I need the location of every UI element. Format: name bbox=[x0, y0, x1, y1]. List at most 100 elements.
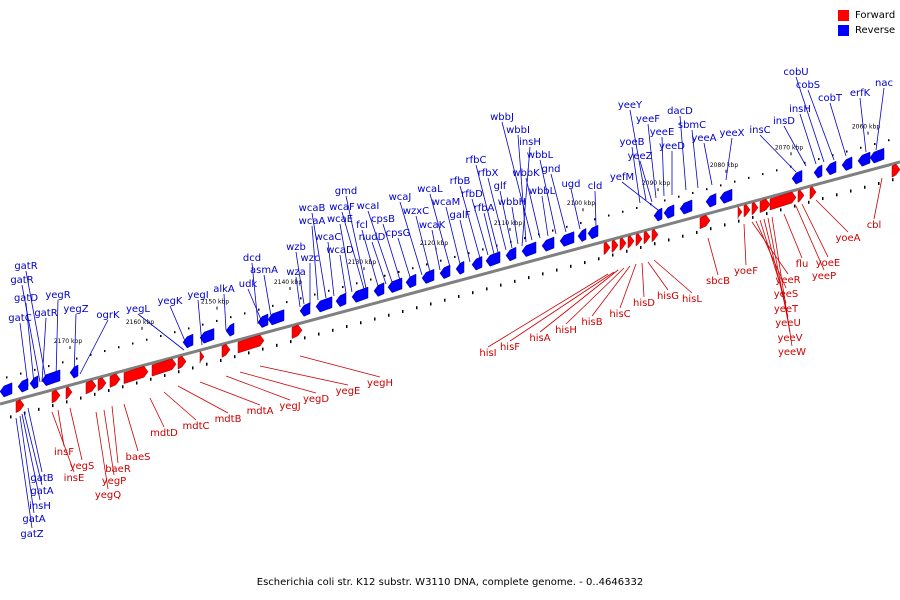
reverse-gene-label[interactable]: yegR bbox=[45, 290, 70, 301]
reverse-gene-label[interactable]: yeeX bbox=[719, 128, 744, 139]
forward-gene-block[interactable] bbox=[651, 228, 659, 243]
reverse-gene-label[interactable]: wcaB bbox=[299, 203, 326, 214]
reverse-gene-block[interactable] bbox=[257, 313, 269, 328]
forward-gene-label[interactable]: yeeS bbox=[774, 289, 799, 300]
reverse-gene-label[interactable]: wzxC bbox=[403, 206, 429, 217]
reverse-gene-label[interactable]: gatC bbox=[8, 313, 31, 324]
reverse-gene-label[interactable]: gatR bbox=[34, 308, 57, 319]
forward-gene-label[interactable]: mdtA bbox=[247, 406, 274, 417]
reverse-gene-label[interactable]: wbbH bbox=[498, 197, 526, 208]
reverse-gene-label[interactable]: nac bbox=[875, 78, 893, 89]
reverse-gene-label[interactable]: wcaM bbox=[432, 197, 460, 208]
reverse-gene-label[interactable]: cpsB bbox=[371, 214, 395, 225]
reverse-gene-label[interactable]: erfK bbox=[850, 88, 871, 99]
reverse-gene-label[interactable]: wbbK bbox=[512, 168, 540, 179]
reverse-gene-label[interactable]: rfbB bbox=[450, 176, 471, 187]
reverse-gene-block[interactable] bbox=[299, 302, 311, 317]
forward-gene-block[interactable] bbox=[635, 233, 643, 247]
reverse-gene-block[interactable] bbox=[439, 264, 451, 280]
forward-gene-label[interactable]: flu bbox=[796, 259, 809, 270]
forward-gene-label[interactable]: mdtB bbox=[215, 414, 242, 425]
reverse-gene-label[interactable]: yeeA bbox=[691, 133, 716, 144]
forward-gene-label[interactable]: mdtD bbox=[150, 428, 178, 439]
reverse-gene-block[interactable] bbox=[857, 151, 871, 167]
reverse-gene-label[interactable]: yegI bbox=[187, 290, 208, 301]
reverse-gene-label[interactable]: gatR bbox=[14, 261, 37, 272]
reverse-gene-label[interactable]: udk bbox=[239, 279, 258, 290]
forward-gene-label[interactable]: mdtC bbox=[183, 421, 210, 432]
forward-gene-block[interactable] bbox=[109, 373, 121, 388]
reverse-gene-label[interactable]: insH bbox=[29, 501, 51, 512]
forward-gene-label[interactable]: hisG bbox=[657, 291, 679, 302]
reverse-gene-label[interactable]: cpsG bbox=[386, 228, 411, 239]
forward-gene-block[interactable] bbox=[619, 237, 627, 251]
reverse-gene-block[interactable] bbox=[577, 228, 587, 242]
forward-gene-label[interactable]: hisI bbox=[479, 348, 496, 359]
reverse-gene-label[interactable]: fcl bbox=[356, 220, 368, 231]
reverse-gene-block[interactable] bbox=[869, 147, 885, 164]
forward-gene-label[interactable]: yoeF bbox=[734, 266, 758, 277]
forward-gene-block[interactable] bbox=[627, 235, 635, 249]
forward-gene-block[interactable] bbox=[809, 186, 817, 200]
reverse-gene-block[interactable] bbox=[541, 236, 555, 252]
reverse-gene-label[interactable]: wbbL bbox=[529, 186, 556, 197]
forward-gene-block[interactable] bbox=[611, 239, 619, 253]
reverse-gene-label[interactable]: gatD bbox=[14, 293, 38, 304]
forward-gene-label[interactable]: yegP bbox=[102, 476, 126, 487]
forward-gene-label[interactable]: yeeV bbox=[777, 333, 802, 344]
reverse-gene-label[interactable]: yoeB bbox=[619, 137, 644, 148]
forward-gene-block[interactable] bbox=[177, 355, 187, 370]
reverse-gene-label[interactable]: gatR bbox=[10, 275, 33, 286]
reverse-gene-label[interactable]: wcaK bbox=[419, 220, 446, 231]
reverse-gene-block[interactable] bbox=[653, 207, 663, 222]
reverse-gene-label[interactable]: yeeD bbox=[659, 141, 685, 152]
forward-gene-label[interactable]: hisC bbox=[609, 309, 630, 320]
forward-gene-block[interactable] bbox=[237, 334, 265, 354]
reverse-gene-label[interactable]: rfbC bbox=[466, 155, 487, 166]
reverse-gene-label[interactable]: gmd bbox=[335, 186, 357, 197]
forward-gene-label[interactable]: insE bbox=[64, 473, 85, 484]
forward-gene-label[interactable]: yegQ bbox=[95, 490, 121, 501]
reverse-gene-label[interactable]: wcaF bbox=[329, 202, 355, 213]
forward-gene-label[interactable]: hisD bbox=[633, 298, 655, 309]
reverse-gene-label[interactable]: ogrK bbox=[96, 310, 120, 321]
reverse-gene-label[interactable]: ugd bbox=[561, 179, 580, 190]
reverse-gene-label[interactable]: yegL bbox=[126, 304, 150, 315]
reverse-gene-block[interactable] bbox=[791, 169, 803, 185]
reverse-gene-block[interactable] bbox=[471, 256, 483, 271]
reverse-gene-label[interactable]: alkA bbox=[213, 284, 235, 295]
reverse-gene-block[interactable] bbox=[315, 296, 333, 313]
reverse-gene-label[interactable]: wbbI bbox=[506, 125, 530, 136]
reverse-gene-label[interactable]: wcaL bbox=[417, 184, 443, 195]
forward-gene-block[interactable] bbox=[151, 358, 177, 377]
reverse-gene-label[interactable]: wcaJ bbox=[389, 192, 412, 203]
reverse-gene-label[interactable]: dcd bbox=[243, 253, 261, 264]
reverse-gene-label[interactable]: wzc bbox=[301, 253, 320, 264]
forward-gene-label[interactable]: yegS bbox=[70, 461, 95, 472]
reverse-gene-label[interactable]: insD bbox=[773, 116, 795, 127]
forward-gene-label[interactable]: hisB bbox=[581, 317, 602, 328]
reverse-gene-label[interactable]: wbbJ bbox=[490, 112, 514, 123]
forward-gene-label[interactable]: yegE bbox=[336, 386, 361, 397]
forward-gene-block[interactable] bbox=[769, 191, 797, 211]
reverse-gene-block[interactable] bbox=[17, 378, 29, 393]
forward-gene-block[interactable] bbox=[797, 189, 805, 203]
reverse-gene-label[interactable]: insH bbox=[519, 137, 541, 148]
forward-gene-block[interactable] bbox=[221, 343, 231, 358]
reverse-gene-label[interactable]: asmA bbox=[250, 265, 278, 276]
forward-gene-block[interactable] bbox=[123, 365, 149, 385]
forward-gene-label[interactable]: hisA bbox=[529, 333, 550, 344]
reverse-gene-label[interactable]: wcaC bbox=[315, 232, 342, 243]
reverse-gene-label[interactable]: rfbA bbox=[474, 203, 495, 214]
forward-gene-label[interactable]: yeeR bbox=[775, 275, 800, 286]
forward-gene-label[interactable]: sbcB bbox=[706, 276, 730, 287]
forward-gene-label[interactable]: hisF bbox=[500, 342, 520, 353]
forward-gene-block[interactable] bbox=[751, 201, 759, 216]
reverse-gene-label[interactable]: cobS bbox=[796, 80, 820, 91]
forward-gene-label[interactable]: yegJ bbox=[279, 401, 300, 412]
reverse-gene-label[interactable]: wcaI bbox=[357, 201, 380, 212]
reverse-gene-label[interactable]: yefM bbox=[610, 172, 634, 183]
reverse-gene-block[interactable] bbox=[182, 333, 194, 349]
reverse-gene-label[interactable]: rfbX bbox=[478, 168, 499, 179]
reverse-gene-block[interactable] bbox=[387, 277, 403, 293]
